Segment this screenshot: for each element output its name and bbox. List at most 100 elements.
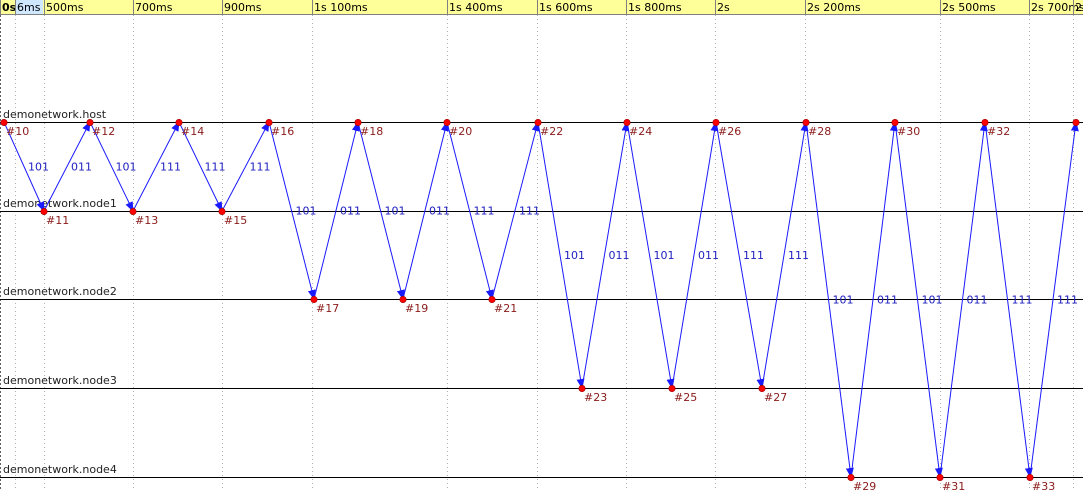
event-label: #13 bbox=[135, 214, 158, 227]
message-arrow[interactable] bbox=[1029, 121, 1079, 478]
message-label: 101 bbox=[654, 249, 675, 262]
event-dot[interactable] bbox=[847, 473, 855, 481]
ruler-tick-label: 2s 500ms bbox=[942, 1, 996, 14]
message-label: 111 bbox=[474, 205, 495, 218]
event-dot[interactable] bbox=[578, 384, 586, 392]
message-arrow[interactable] bbox=[491, 121, 540, 300]
message-arrow[interactable] bbox=[626, 121, 675, 389]
event-dot[interactable] bbox=[712, 119, 720, 127]
message-arrow[interactable] bbox=[671, 121, 719, 389]
message-label: 111 bbox=[1057, 294, 1078, 307]
message-arrow[interactable] bbox=[537, 121, 585, 389]
event-label: #17 bbox=[316, 302, 339, 315]
event-dot[interactable] bbox=[1026, 473, 1034, 481]
event-label: #29 bbox=[853, 480, 876, 491]
message-arrow[interactable] bbox=[446, 121, 494, 300]
message-label: 011 bbox=[877, 294, 898, 307]
event-label: #28 bbox=[808, 125, 831, 138]
event-dot[interactable] bbox=[488, 295, 496, 303]
event-dot[interactable] bbox=[1072, 119, 1080, 127]
message-label: 111 bbox=[788, 249, 809, 262]
message-arrow[interactable] bbox=[268, 121, 316, 300]
event-label: #27 bbox=[764, 391, 787, 404]
message-label: 011 bbox=[429, 205, 450, 218]
event-dot[interactable] bbox=[129, 208, 137, 216]
message-arrow[interactable] bbox=[313, 121, 360, 300]
lane-label[interactable]: demonetwork.host bbox=[3, 108, 107, 121]
event-dot[interactable] bbox=[40, 208, 48, 216]
ruler-tick-label: 1s 400ms bbox=[449, 1, 503, 14]
event-label: #20 bbox=[449, 125, 472, 138]
event-dot[interactable] bbox=[218, 208, 226, 216]
message-arrow[interactable] bbox=[357, 121, 405, 300]
message-label: 111 bbox=[519, 205, 540, 218]
grid-lines bbox=[0, 15, 1074, 491]
message-label: 101 bbox=[833, 294, 854, 307]
event-dot[interactable] bbox=[623, 119, 631, 127]
lane-label[interactable]: demonetwork.node4 bbox=[3, 463, 117, 476]
lane-label[interactable]: demonetwork.node2 bbox=[3, 285, 117, 298]
message-label: 011 bbox=[340, 205, 361, 218]
ruler-background bbox=[0, 0, 1083, 14]
event-label: #26 bbox=[718, 125, 741, 138]
events: #10 #11 #12 #13 #14 #15 #16 #17 #18 #19 #20 #21 #22 #… bbox=[0, 119, 1080, 491]
lane-label[interactable]: demonetwork.node3 bbox=[3, 374, 117, 387]
message-arrow[interactable] bbox=[132, 121, 180, 212]
message-label: 101 bbox=[28, 161, 49, 174]
message-arrow[interactable] bbox=[805, 121, 854, 478]
event-dot[interactable] bbox=[86, 119, 94, 127]
ruler-tick-label: 2s 700ms bbox=[1031, 1, 1083, 14]
ruler-tick-label: 1s 600ms bbox=[539, 1, 593, 14]
message-label: 101 bbox=[564, 249, 585, 262]
ruler-tick-label: 1s 800ms bbox=[628, 1, 682, 14]
event-dot[interactable] bbox=[758, 384, 766, 392]
event-dot[interactable] bbox=[668, 384, 676, 392]
message-arrow[interactable] bbox=[3, 121, 45, 212]
event-label: #14 bbox=[181, 125, 204, 138]
message-label: 011 bbox=[609, 249, 630, 262]
event-dot[interactable] bbox=[399, 295, 407, 303]
message-label: 011 bbox=[967, 294, 988, 307]
event-dot[interactable] bbox=[891, 119, 899, 127]
event-dot[interactable] bbox=[354, 119, 362, 127]
message-arrow[interactable] bbox=[402, 121, 449, 300]
event-dot[interactable] bbox=[936, 473, 944, 481]
message-arrow[interactable] bbox=[761, 121, 809, 389]
event-dot[interactable] bbox=[310, 295, 318, 303]
event-dot[interactable] bbox=[265, 119, 273, 127]
event-label: #11 bbox=[46, 214, 69, 227]
event-dot[interactable] bbox=[802, 119, 810, 127]
message-arrow[interactable] bbox=[715, 121, 765, 389]
lane-label[interactable]: demonetwork.node1 bbox=[3, 197, 117, 210]
message-arrow[interactable] bbox=[984, 121, 1033, 478]
message-arrows: 101 011 101 111 111 111 101 011 101 011 111 111 101 0… bbox=[3, 121, 1079, 478]
event-dot[interactable] bbox=[443, 119, 451, 127]
message-arrow[interactable] bbox=[939, 121, 988, 478]
ruler-tick-label: 0s bbox=[2, 1, 17, 14]
message-arrow[interactable] bbox=[581, 121, 630, 389]
event-label: #31 bbox=[942, 480, 965, 491]
message-arrow[interactable] bbox=[89, 121, 134, 212]
message-arrow[interactable] bbox=[850, 121, 898, 478]
message-arrow[interactable] bbox=[221, 121, 270, 212]
ruler-tick-label: 500ms bbox=[46, 1, 84, 14]
event-label: #18 bbox=[360, 125, 383, 138]
event-dot[interactable] bbox=[0, 119, 8, 127]
message-arrow[interactable] bbox=[43, 121, 91, 212]
event-dot[interactable] bbox=[175, 119, 183, 127]
message-label: 101 bbox=[922, 294, 943, 307]
message-label: 101 bbox=[296, 205, 317, 218]
message-arrow[interactable] bbox=[178, 121, 223, 212]
message-arrow[interactable] bbox=[894, 121, 943, 478]
time-ruler[interactable]: 0s 6ms 500ms 700ms 900ms 1s 100ms 1s 400ms 1s 6… bbox=[0, 0, 1083, 15]
ruler-tick-label: 1s 100ms bbox=[314, 1, 368, 14]
event-dot[interactable] bbox=[534, 119, 542, 127]
event-label: #21 bbox=[494, 302, 517, 315]
event-dot[interactable] bbox=[981, 119, 989, 127]
event-label: #23 bbox=[584, 391, 607, 404]
ruler-tick-label: 2s bbox=[717, 1, 730, 14]
event-label: #32 bbox=[987, 125, 1010, 138]
event-label: #25 bbox=[674, 391, 697, 404]
event-label: #16 bbox=[271, 125, 294, 138]
event-label: #30 bbox=[897, 125, 920, 138]
